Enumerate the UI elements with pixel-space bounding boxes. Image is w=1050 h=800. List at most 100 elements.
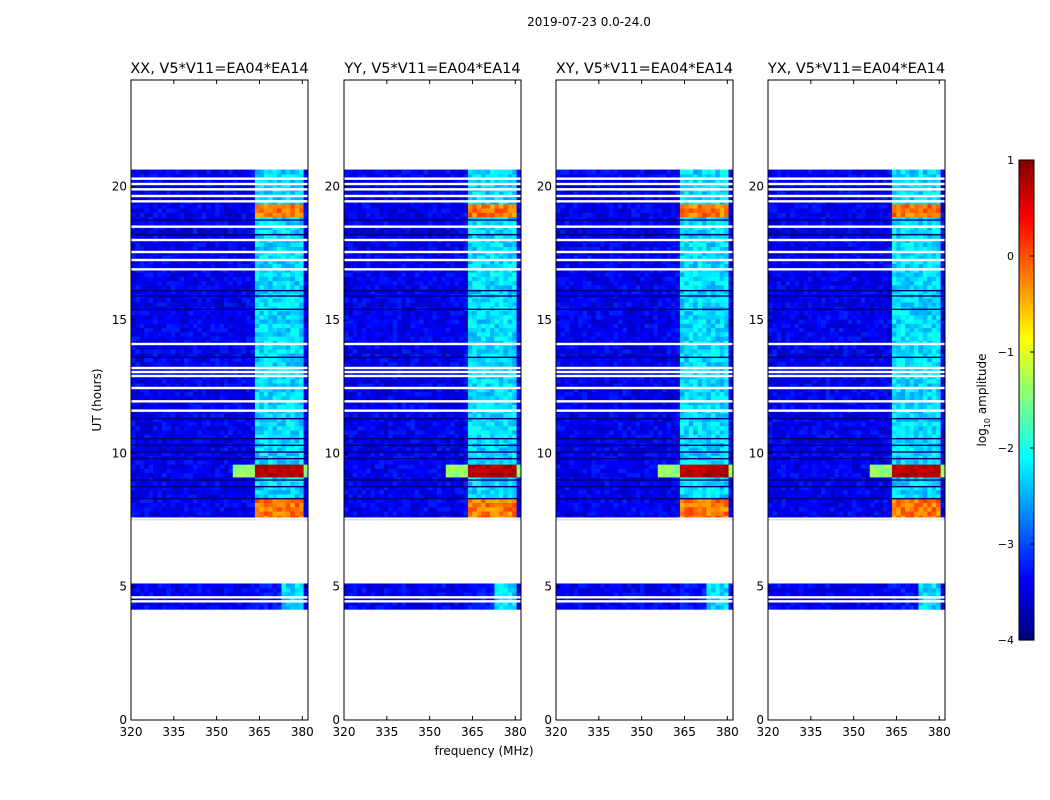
heatmap-cell: [419, 493, 425, 499]
heatmap-cell: [175, 340, 181, 346]
heatmap-cell: [512, 485, 518, 491]
heatmap-cell: [228, 254, 234, 260]
heatmap-cell: [268, 438, 274, 444]
heatmap-cell: [281, 203, 287, 209]
heatmap-cell: [503, 502, 509, 508]
heatmap-cell: [303, 600, 308, 606]
heatmap-cell: [219, 173, 225, 179]
heatmap-cell: [263, 446, 269, 452]
heatmap-cell: [366, 459, 372, 465]
heatmap-cell: [450, 459, 456, 465]
heatmap-cell: [299, 348, 305, 354]
heatmap-cell: [223, 587, 229, 593]
heatmap-cell: [507, 600, 513, 606]
heatmap-cell: [228, 208, 234, 213]
heatmap-cell: [370, 498, 376, 503]
heatmap-cell: [428, 592, 434, 597]
heatmap-cell: [215, 391, 221, 397]
heatmap-cell: [139, 506, 145, 512]
heatmap-cell: [423, 587, 429, 593]
heatmap-cell: [139, 169, 145, 175]
heatmap-cell: [170, 387, 176, 393]
heatmap-cell: [476, 429, 482, 435]
heatmap-cell: [259, 280, 265, 286]
heatmap-cell: [179, 455, 185, 461]
heatmap-cell: [294, 412, 300, 418]
heatmap-cell: [188, 169, 194, 175]
heatmap-cell: [241, 472, 247, 478]
heatmap-cell: [188, 506, 194, 512]
heatmap-cell: [148, 357, 154, 363]
heatmap-cell: [507, 476, 513, 482]
heatmap-cell: [206, 357, 212, 363]
heatmap-cell: [303, 429, 308, 435]
heatmap-cell: [237, 592, 243, 597]
heatmap-cell: [259, 297, 265, 303]
heatmap-cell: [357, 412, 363, 418]
heatmap-cell: [281, 404, 287, 410]
heatmap-cell: [166, 481, 172, 486]
heatmap-cell: [366, 476, 372, 482]
heatmap-cell: [131, 280, 137, 286]
heatmap-cell: [139, 208, 145, 213]
heatmap-cell: [157, 604, 163, 610]
heatmap-cell: [175, 481, 181, 486]
heatmap-cell: [153, 348, 159, 354]
heatmap-cell: [179, 395, 185, 401]
heatmap-cell: [170, 604, 176, 610]
heatmap-cell: [423, 455, 429, 461]
heatmap-cell: [428, 417, 434, 422]
heatmap-cell: [294, 216, 300, 222]
heatmap-cell: [303, 280, 308, 286]
heatmap-cell: [170, 310, 176, 316]
heatmap-cell: [166, 391, 172, 397]
heatmap-cell: [361, 421, 367, 427]
heatmap-cell: [241, 498, 247, 503]
heatmap-cell: [188, 429, 194, 435]
heatmap-cell: [192, 169, 198, 175]
heatmap-cell: [259, 254, 265, 260]
heatmap-cell: [379, 425, 385, 431]
heatmap-cell: [197, 216, 203, 222]
heatmap-cell: [223, 592, 229, 597]
heatmap-cell: [414, 485, 420, 491]
heatmap-cell: [192, 417, 198, 422]
dark-row: [131, 451, 308, 453]
heatmap-cell: [476, 485, 482, 491]
heatmap-cell: [388, 417, 394, 422]
heatmap-cell: [219, 233, 225, 239]
heatmap-cell: [290, 263, 296, 269]
heatmap-cell: [383, 429, 389, 435]
heatmap-cell: [246, 203, 252, 209]
heatmap-cell: [157, 391, 163, 397]
heatmap-cell: [366, 498, 372, 503]
heatmap-cell: [223, 502, 229, 508]
heatmap-cell: [188, 340, 194, 346]
heatmap-cell: [237, 314, 243, 320]
heatmap-cell: [201, 583, 207, 589]
heatmap-cell: [153, 353, 159, 358]
heatmap-cell: [179, 220, 185, 226]
heatmap-cell: [139, 220, 145, 226]
heatmap-cell: [303, 336, 308, 341]
heatmap-cell: [294, 195, 300, 201]
heatmap-cell: [246, 485, 252, 491]
heatmap-cell: [232, 323, 238, 329]
heatmap-cell: [281, 314, 287, 320]
heatmap-cell: [503, 596, 509, 602]
heatmap-cell: [463, 502, 469, 508]
heatmap-cell: [197, 220, 203, 226]
heatmap-cell: [228, 318, 234, 324]
heatmap-cell: [490, 476, 496, 482]
heatmap-cell: [223, 510, 229, 516]
heatmap-cell: [135, 498, 141, 503]
heatmap-cell: [503, 395, 509, 401]
heatmap-cell: [299, 327, 305, 333]
heatmap-cell: [467, 481, 473, 486]
heatmap-cell: [459, 485, 465, 491]
heatmap-cell: [250, 600, 256, 606]
heatmap-cell: [179, 195, 185, 201]
heatmap-cell: [370, 485, 376, 491]
heatmap-cell: [348, 459, 354, 465]
heatmap-cell: [219, 301, 225, 307]
